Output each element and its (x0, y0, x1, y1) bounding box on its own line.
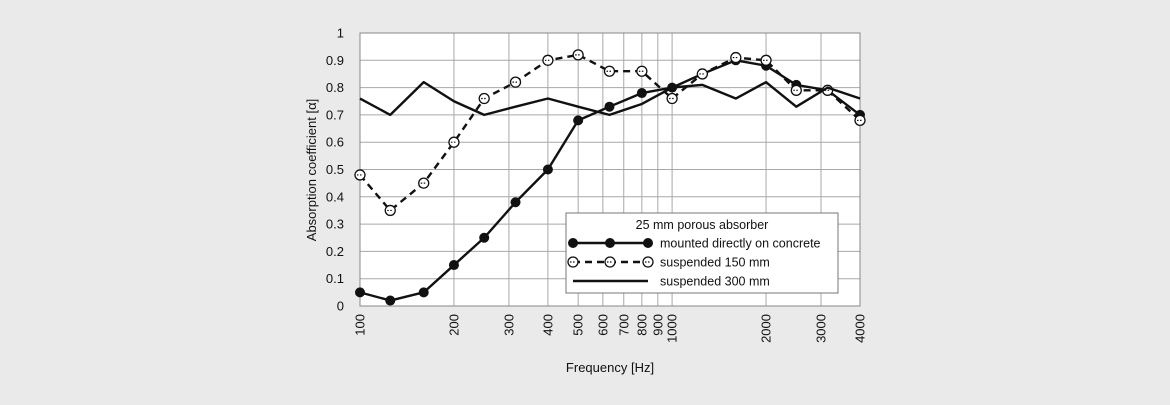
y-tick-label: 0.2 (326, 244, 344, 259)
x-tick-label: 800 (634, 314, 649, 336)
legend-label: suspended 150 mm (660, 256, 770, 270)
x-tick-label: 100 (353, 314, 368, 336)
x-tick-label: 600 (595, 314, 610, 336)
y-tick-label: 0.5 (326, 162, 344, 177)
legend-entries: mounted directly on concrete suspended 15… (567, 237, 821, 289)
series-layer (354, 49, 866, 306)
data-point (418, 287, 429, 298)
x-tick-label: 900 (650, 314, 665, 336)
legend-swatch-marker (605, 238, 615, 248)
x-tick-label: 300 (501, 314, 516, 336)
legend: 25 mm porous absorber mounted directly o… (565, 212, 839, 294)
data-point (448, 260, 459, 271)
legend-swatch-marker (643, 238, 653, 248)
y-tick-label: 0.7 (326, 107, 344, 122)
legend-label: mounted directly on concrete (660, 237, 821, 251)
data-point (636, 88, 647, 99)
legend-title: 25 mm porous absorber (636, 218, 769, 232)
data-point (479, 232, 490, 243)
y-tick-label: 0.8 (326, 80, 344, 95)
legend-label: suspended 300 mm (660, 275, 770, 289)
x-tick-label: 3000 (814, 314, 829, 343)
legend-box (565, 212, 839, 294)
y-tick-labels: 0 0.1 0.2 0.3 0.4 0.5 0.6 0.7 0.8 0.9 1 (326, 26, 344, 314)
x-tick-label: 2000 (759, 314, 774, 343)
x-axis-title: Frequency [Hz] (566, 360, 654, 375)
y-axis-title: Absorption coefficient [α] (304, 99, 319, 241)
data-point (510, 197, 521, 208)
y-tick-label: 0.4 (326, 189, 344, 204)
y-tick-label: 1 (337, 26, 344, 41)
x-tick-label: 200 (446, 314, 461, 336)
x-tick-label: 500 (571, 314, 586, 336)
legend-swatch-marker (568, 238, 578, 248)
y-tick-label: 0 (337, 299, 344, 314)
x-tick-label: 1000 (665, 314, 680, 343)
series-line-2 (359, 53, 861, 212)
data-point (604, 101, 615, 112)
y-tick-label: 0.1 (326, 271, 344, 286)
x-tick-labels: 100 200 300 400 500 600 700 800 900 1000 2000 3000 4… (353, 314, 868, 343)
series-line-3 (359, 80, 861, 117)
y-tick-label: 0.3 (326, 217, 344, 232)
x-tick-label: 700 (616, 314, 631, 336)
data-point (573, 115, 584, 126)
x-tick-label: 400 (540, 314, 555, 336)
data-point (355, 287, 365, 298)
y-tick-label: 0.6 (326, 135, 344, 150)
y-tick-label: 0.9 (326, 53, 344, 68)
data-point (542, 164, 553, 175)
x-tick-label: 4000 (853, 314, 868, 343)
data-point (385, 295, 396, 306)
